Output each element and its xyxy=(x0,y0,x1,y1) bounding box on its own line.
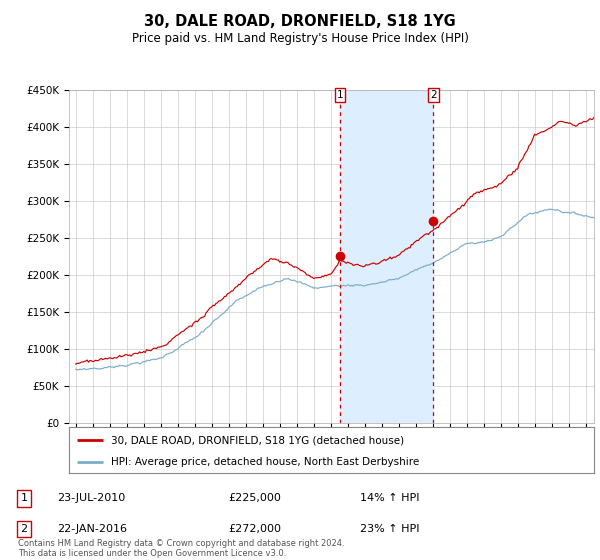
Bar xyxy=(340,90,433,423)
Text: Contains HM Land Registry data © Crown copyright and database right 2024.
This d: Contains HM Land Registry data © Crown c… xyxy=(18,539,344,558)
Text: 22-JAN-2016: 22-JAN-2016 xyxy=(57,524,127,534)
Text: 1: 1 xyxy=(337,90,343,100)
Text: 1: 1 xyxy=(20,493,28,503)
Text: £272,000: £272,000 xyxy=(228,524,281,534)
Text: £225,000: £225,000 xyxy=(228,493,281,503)
Text: 23% ↑ HPI: 23% ↑ HPI xyxy=(360,524,419,534)
Text: 23-JUL-2010: 23-JUL-2010 xyxy=(57,493,125,503)
Text: 2: 2 xyxy=(20,524,28,534)
Text: HPI: Average price, detached house, North East Derbyshire: HPI: Average price, detached house, Nort… xyxy=(111,457,419,466)
Text: 30, DALE ROAD, DRONFIELD, S18 1YG (detached house): 30, DALE ROAD, DRONFIELD, S18 1YG (detac… xyxy=(111,435,404,445)
Text: 30, DALE ROAD, DRONFIELD, S18 1YG: 30, DALE ROAD, DRONFIELD, S18 1YG xyxy=(144,14,456,29)
Text: 14% ↑ HPI: 14% ↑ HPI xyxy=(360,493,419,503)
Text: Price paid vs. HM Land Registry's House Price Index (HPI): Price paid vs. HM Land Registry's House … xyxy=(131,32,469,45)
Text: 2: 2 xyxy=(430,90,437,100)
